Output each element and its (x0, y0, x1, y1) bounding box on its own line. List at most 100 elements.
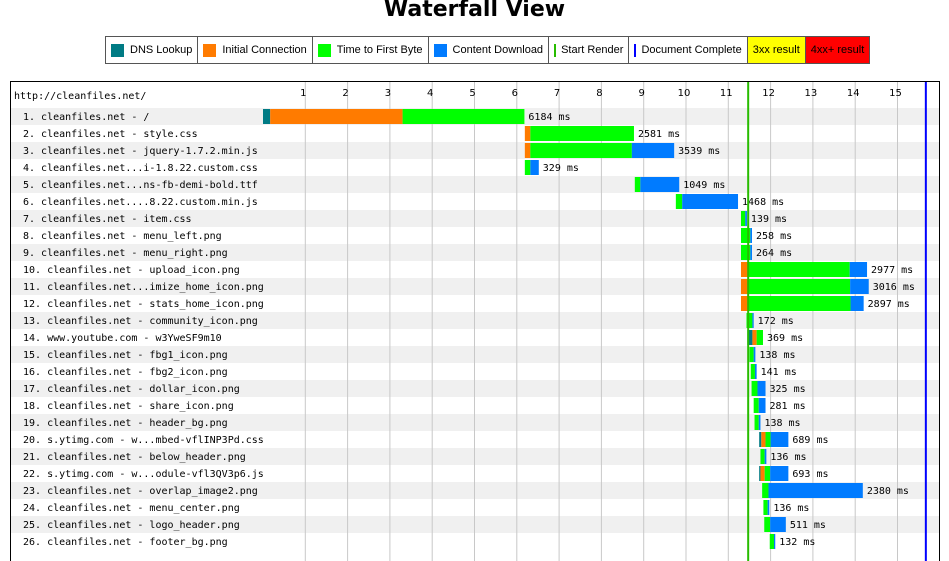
bar-ttfb (749, 347, 754, 362)
bar-download (752, 313, 754, 328)
request-time: 138 ms (764, 418, 800, 429)
bar-download (770, 466, 789, 481)
legend-label: Start Render (561, 44, 624, 56)
request-time: 369 ms (767, 333, 803, 344)
legend-item-initial-connection: Initial Connection (198, 37, 313, 63)
request-time: 136 ms (773, 503, 809, 514)
legend-item-time-to-first-byte: Time to First Byte (313, 37, 429, 63)
legend: DNS Lookup Initial Connection Time to Firs… (105, 36, 871, 64)
bar-ttfb (764, 466, 771, 481)
bar-ttfb (750, 364, 755, 379)
request-time: 3539 ms (678, 146, 720, 157)
legend-item-start-render: Start Render (549, 37, 630, 63)
request-label: 19. cleanfiles.net - header_bg.png (23, 418, 228, 429)
bar-ttfb (740, 228, 751, 243)
x-tick-label: 9 (639, 88, 645, 99)
bar-dns (263, 109, 271, 124)
x-tick-label: 3 (385, 88, 391, 99)
request-label: 14. www.youtube.com - w3YweSF9m10 (23, 333, 222, 344)
bar-download (849, 262, 868, 277)
legend-swatch (111, 43, 124, 57)
request-time: 1049 ms (683, 180, 725, 191)
request-time: 264 ms (756, 248, 792, 259)
bar-connect (760, 466, 765, 481)
bar-ttfb (751, 381, 758, 396)
bar-download (530, 160, 539, 175)
bar-ttfb (747, 279, 851, 294)
bar-download (850, 279, 869, 294)
request-label: 26. cleanfiles.net - footer_bg.png (23, 537, 228, 548)
bar-connect (270, 109, 403, 124)
bar-ttfb (753, 398, 759, 413)
bar-connect (740, 279, 748, 294)
bar-connect (524, 126, 531, 141)
bar-ttfb (530, 143, 632, 158)
request-time: 2977 ms (871, 265, 913, 276)
bar-download (850, 296, 864, 311)
request-time: 329 ms (543, 163, 579, 174)
bar-dns (759, 466, 761, 481)
request-label: 20. s.ytimg.com - w...mbed-vflINP3Pd.css (23, 435, 264, 446)
request-time: 1468 ms (742, 197, 784, 208)
legend-swatch (554, 43, 557, 57)
request-label: 4. cleanfiles.net...i-1.8.22.custom.css (23, 163, 258, 174)
legend-swatch (203, 43, 217, 57)
request-time: 139 ms (751, 214, 787, 225)
x-tick-label: 10 (678, 88, 691, 99)
page-url: http://cleanfiles.net/ (14, 91, 146, 102)
request-time: 689 ms (792, 435, 828, 446)
request-label: 6. cleanfiles.net....8.22.custom.min.js (23, 197, 258, 208)
request-time: 693 ms (792, 469, 828, 480)
legend-label: DNS Lookup (130, 44, 193, 56)
bar-ttfb (402, 109, 525, 124)
x-tick-label: 2 (342, 88, 348, 99)
legend-label: Initial Connection (222, 44, 307, 56)
request-time: 6184 ms (528, 112, 570, 123)
request-label: 10. cleanfiles.net - upload_icon.png (23, 265, 240, 276)
bar-download (758, 398, 766, 413)
waterfall-chart: 1 2 3 4 5 6 7 8 9 10 11 12 13 14 15 http://cleanfiles.n… (10, 81, 940, 561)
request-time: 132 ms (779, 537, 815, 548)
bar-ttfb (747, 262, 850, 277)
bar-ttfb (524, 160, 531, 175)
bar-download (770, 432, 789, 447)
request-time: 281 ms (770, 401, 806, 412)
bar-ttfb (769, 534, 774, 549)
request-label: 2. cleanfiles.net - style.css (23, 129, 198, 140)
legend-swatch (634, 43, 637, 57)
bar-download (757, 381, 766, 396)
bar-connect (740, 262, 748, 277)
bar-ttfb (756, 330, 763, 345)
bar-connect (752, 330, 757, 345)
request-label: 24. cleanfiles.net - menu_center.png (23, 503, 240, 514)
waterfall-svg: 1 2 3 4 5 6 7 8 9 10 11 12 13 14 15http://cleanfiles.n… (11, 82, 939, 561)
request-time: 2897 ms (868, 299, 910, 310)
bar-dns (747, 330, 753, 345)
legend-label: 4xx+ result (810, 44, 865, 56)
bar-ttfb (762, 483, 769, 498)
bar-ttfb (764, 517, 771, 532)
request-label: 11. cleanfiles.net...imize_home_icon.png (23, 282, 264, 293)
bar-download (758, 415, 761, 430)
legend-swatch (317, 43, 331, 57)
request-label: 25. cleanfiles.net - logo_header.png (23, 520, 240, 531)
x-tick-label: 6 (512, 88, 518, 99)
bar-download (753, 347, 756, 362)
x-tick-label: 11 (720, 88, 733, 99)
bar-connect (740, 296, 748, 311)
legend-label: Document Complete (641, 44, 742, 56)
request-time: 172 ms (758, 316, 794, 327)
x-tick-label: 7 (554, 88, 560, 99)
request-label: 23. cleanfiles.net - overlap_image2.png (23, 486, 258, 497)
legend-item-dns-lookup: DNS Lookup (106, 37, 199, 63)
legend-swatch (433, 43, 447, 57)
request-label: 21. cleanfiles.net - below_header.png (23, 452, 246, 463)
request-label: 17. cleanfiles.net - dollar_icon.png (23, 384, 240, 395)
bar-ttfb (747, 296, 851, 311)
page-title: Waterfall View (383, 0, 566, 22)
bar-download (640, 177, 680, 192)
x-tick-label: 15 (889, 88, 902, 99)
legend-label: 3xx result (752, 44, 800, 56)
bar-ttfb (634, 177, 641, 192)
request-time: 136 ms (770, 452, 806, 463)
